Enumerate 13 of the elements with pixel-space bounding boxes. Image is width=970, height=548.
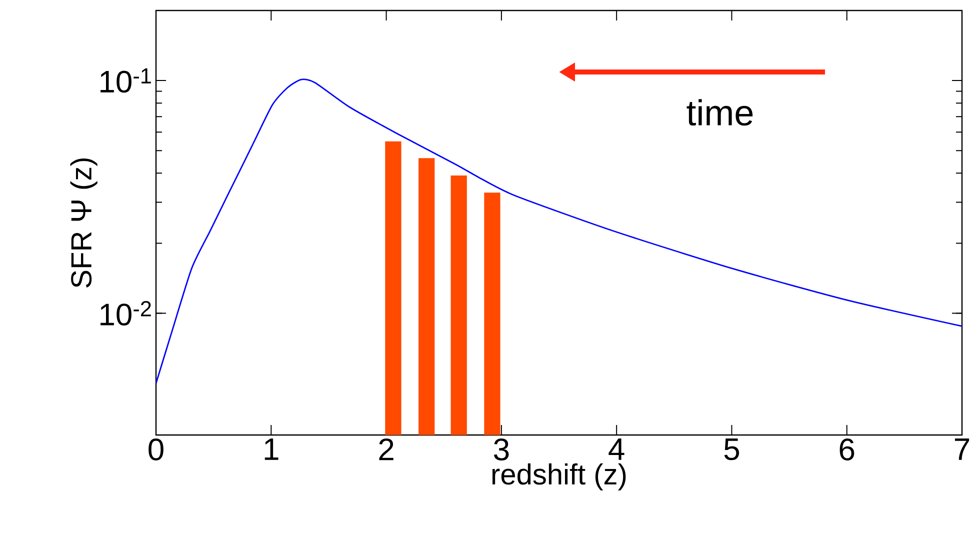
y-tick-label: 10$^{-2}$ xyxy=(100,301,151,326)
y-axis-title: SFR Ψ (z) xyxy=(70,158,98,288)
x-tick-label: 3 xyxy=(494,438,509,460)
x-tick-label: 6 xyxy=(840,438,854,460)
x-tick-label: 4 xyxy=(608,438,624,460)
x-axis-title: redshift (z) xyxy=(492,463,626,490)
x-tick-label: 2 xyxy=(379,438,394,460)
x-tick-label: 0 xyxy=(148,438,164,460)
x-tick-label: 7 xyxy=(954,438,970,460)
y-tick-label: 10$^{-1}$ xyxy=(100,68,151,93)
annotation: time xyxy=(686,99,753,126)
x-tick-label: 1 xyxy=(264,438,278,460)
x-tick-label: 5 xyxy=(724,438,740,460)
